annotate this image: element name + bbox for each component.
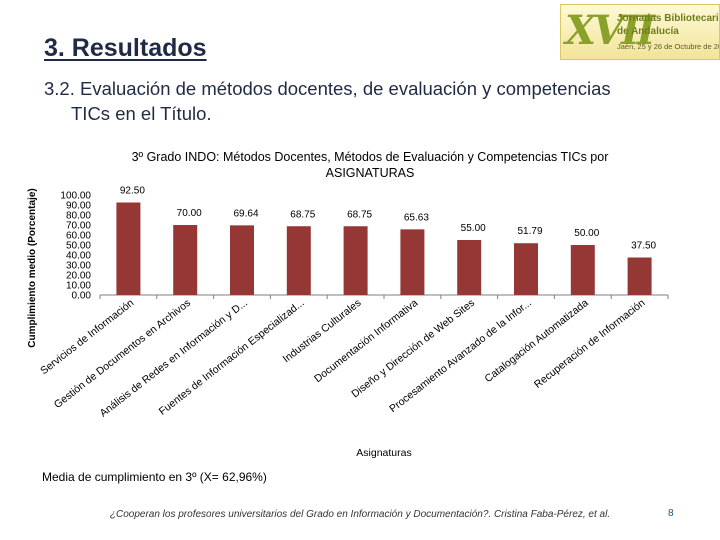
logo-line-2: de Andalucía	[617, 26, 679, 37]
chart-title-line-1: 3º Grado INDO: Métodos Docentes, Métodos…	[131, 150, 609, 164]
y-tick-label: 0.00	[72, 291, 92, 302]
data-label: 37.50	[631, 241, 656, 252]
category-label: Documentación Informativa	[312, 297, 420, 385]
y-tick-label: 90.00	[66, 201, 91, 212]
y-tick-label: 80.00	[66, 211, 91, 222]
y-tick-label: 70.00	[66, 221, 91, 232]
bar	[627, 257, 652, 295]
data-label: 69.64	[233, 208, 258, 219]
logo-line-1: Jornadas Bibliotecarias	[617, 13, 720, 24]
data-label: 65.63	[404, 212, 429, 223]
data-label: 50.00	[574, 228, 599, 239]
category-label: Recuperación de Información	[532, 297, 648, 391]
bar	[400, 229, 425, 295]
y-tick-label: 20.00	[66, 271, 91, 282]
bar	[286, 226, 311, 295]
category-label: Servicios de Información	[38, 297, 136, 377]
bar	[570, 245, 595, 295]
bar	[514, 243, 538, 295]
bar	[173, 225, 198, 295]
plot-area: 100.0090.0080.0070.0060.0050.0040.0030.0…	[38, 186, 669, 420]
y-tick-label: 100.00	[60, 191, 91, 202]
chart-title-line-2: ASIGNATURAS	[325, 166, 415, 180]
data-label: 92.50	[120, 186, 145, 197]
y-tick-label: 60.00	[66, 231, 91, 242]
y-tick-label: 10.00	[66, 281, 91, 292]
y-axis-label: Cumplimiento medio (Porcentaje)	[27, 188, 38, 347]
footer-citation: ¿Cooperan los profesores universitarios …	[109, 509, 611, 520]
y-tick-label: 50.00	[66, 241, 91, 252]
data-label: 51.79	[517, 226, 542, 237]
chart-title: 3º Grado INDO: Métodos Docentes, Métodos…	[90, 149, 650, 181]
y-tick-label: 30.00	[66, 261, 91, 272]
data-label: 68.75	[290, 209, 315, 220]
average-note: Media de cumplimiento en 3º (X= 62,96%)	[42, 470, 267, 484]
slide-subtitle: 3.2. Evaluación de métodos docentes, de …	[44, 76, 684, 126]
data-label: 55.00	[461, 223, 486, 234]
bar	[116, 202, 141, 295]
category-label: Catalogación Automatizada	[483, 297, 591, 385]
bar	[230, 225, 254, 295]
event-logo: XVII Jornadas Bibliotecarias de Andalucí…	[560, 4, 720, 60]
subtitle-line-1: 3.2. Evaluación de métodos docentes, de …	[44, 78, 611, 99]
logo-line-3: Jaén, 25 y 26 de Octubre de 2013	[617, 42, 720, 51]
y-tick-label: 40.00	[66, 251, 91, 262]
data-label: 70.00	[177, 208, 202, 219]
subtitle-line-2: TICs en el Título.	[71, 103, 212, 124]
bar	[343, 226, 368, 295]
bar	[457, 240, 482, 295]
page-number: 8	[668, 508, 674, 519]
x-axis-label: Asignaturas	[356, 447, 411, 459]
logo-roman-numeral: XVII	[565, 7, 655, 54]
data-label: 68.75	[347, 209, 372, 220]
slide-title: 3. Resultados	[44, 34, 207, 62]
